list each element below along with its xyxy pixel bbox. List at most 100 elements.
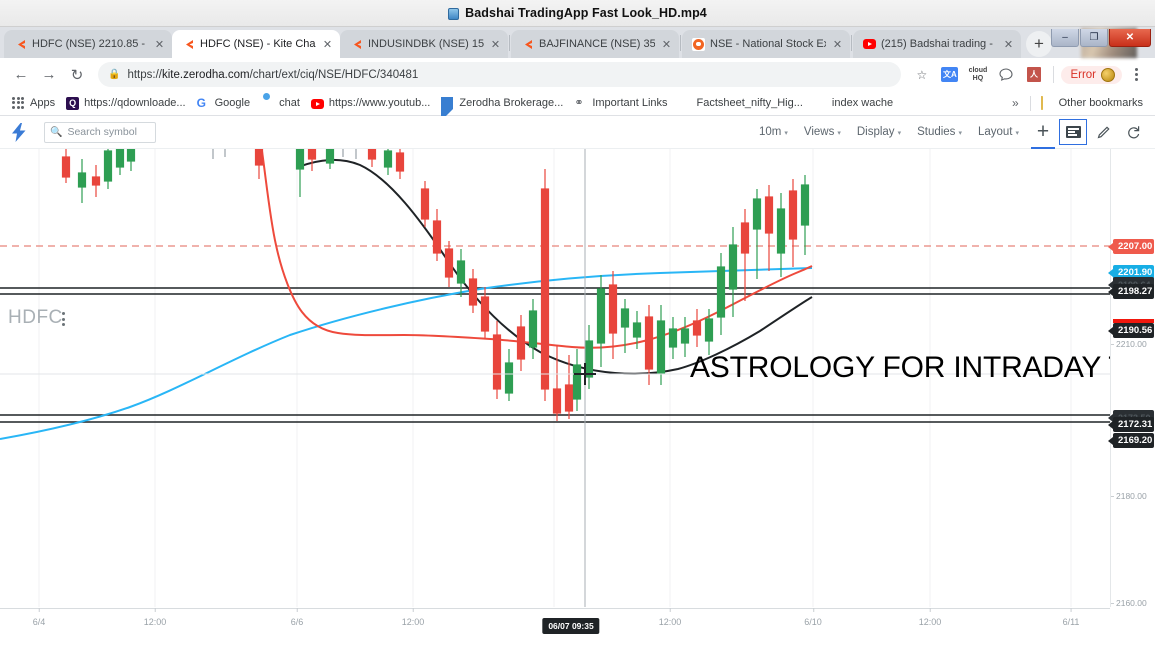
error-badge[interactable]: Error — [1061, 65, 1122, 84]
price-axis[interactable]: 2210.00 2180.00 2160.00 2150.00 2140.00 … — [1108, 149, 1155, 608]
kite-icon — [350, 38, 363, 51]
lock-icon: 🔒 — [108, 69, 121, 80]
chevron-down-icon: ▾ — [784, 130, 788, 137]
bookmark-qdownloader[interactable]: Q https://qdownloade... — [61, 95, 191, 112]
bookmark-factsheet-nifty[interactable]: Factsheet_nifty_Hig... — [674, 95, 808, 112]
interval-label: 10m — [758, 126, 782, 138]
forward-icon[interactable]: → — [41, 66, 57, 83]
bookmark-important-links[interactable]: ⚭ Important Links — [569, 95, 672, 112]
note-icon — [1065, 126, 1081, 138]
bookmark-zerodha-brokerage[interactable]: Zerodha Brokerage... — [436, 95, 568, 121]
bookmarks-overflow-icon[interactable]: » — [1011, 96, 1019, 110]
reset-chart-button[interactable] — [1119, 119, 1147, 145]
pdf-icon[interactable]: 人 — [1021, 62, 1046, 87]
browser-tab-hdfc-quote[interactable]: HDFC (NSE) 2210.85 - Ki ✕ — [4, 30, 172, 58]
time-axis[interactable]: 6/4 12:00 6/6 12:00 12:00 6/10 12:00 6/1… — [0, 608, 1110, 646]
reload-icon[interactable]: ↻ — [70, 66, 84, 84]
bookmarks-divider — [1029, 95, 1031, 111]
kite-toolbar: 🔍 Search symbol 10m ▾ Views ▾ Display ▾ … — [0, 116, 1155, 149]
minimize-button[interactable]: – — [1051, 29, 1079, 47]
browser-tab-bajfinance[interactable]: BAJFINANCE (NSE) 3509 ✕ — [511, 30, 679, 58]
browser-tab-indusindbk[interactable]: INDUSINDBK (NSE) 1553 ✕ — [340, 30, 508, 58]
tab-title: INDUSINDBK (NSE) 1553 — [368, 38, 484, 50]
tab-divider — [851, 34, 852, 51]
menu-display[interactable]: Display ▾ — [849, 119, 909, 145]
price-badge-level: 2172.31 — [1108, 417, 1154, 432]
bookmark-label: Apps — [30, 97, 56, 109]
toolbar-divider — [1053, 66, 1055, 83]
bookmark-label: index wache — [831, 97, 894, 109]
chart-area[interactable]: HDFC ASTROLOGY FOR INTRADAY TRADING 2210… — [0, 149, 1155, 646]
menu-label: Layout — [977, 126, 1013, 138]
crosshair-marker — [574, 363, 596, 385]
interval-selector[interactable]: 10m ▾ — [751, 119, 796, 145]
kite-bolt-icon[interactable] — [8, 122, 30, 142]
vertical-dots-icon[interactable] — [62, 312, 65, 326]
bookmark-label: chat — [279, 97, 300, 109]
browser-menu-icon[interactable] — [1125, 68, 1147, 81]
qdownloader-icon: Q — [66, 96, 80, 110]
browser-tab-kite-chart[interactable]: HDFC (NSE) - Kite Chart ✕ — [172, 30, 340, 58]
media-player-titlebar: Badshai TradingApp Fast Look_HD.mp4 — [0, 0, 1155, 27]
bookmark-other-bookmarks[interactable]: Other bookmarks — [1036, 95, 1148, 112]
close-icon[interactable]: ✕ — [154, 38, 165, 51]
tab-divider — [680, 34, 681, 51]
pencil-icon — [1097, 125, 1110, 138]
cloud-icon — [261, 97, 274, 110]
menu-layout[interactable]: Layout ▾ — [970, 119, 1027, 145]
bookmark-google[interactable]: G Google — [192, 95, 255, 112]
bookmark-star-icon[interactable]: ☆ — [916, 67, 928, 82]
menu-label: Views — [803, 126, 835, 138]
draw-tool-button[interactable] — [1089, 119, 1117, 145]
close-icon[interactable]: ✕ — [490, 38, 501, 51]
browser-tab-nse[interactable]: NSE - National Stock Ex ✕ — [682, 30, 850, 58]
cloudhq-icon[interactable]: cloud HQ — [968, 67, 988, 82]
tab-title: HDFC (NSE) - Kite Chart — [200, 38, 316, 50]
time-tick: 6/4 — [32, 608, 46, 627]
tab-strip: HDFC (NSE) 2210.85 - Ki ✕ HDFC (NSE) - K… — [0, 27, 1155, 58]
price-badge-level: 2198.27 — [1108, 284, 1154, 299]
bookmark-youtube[interactable]: https://www.youtub... — [306, 95, 436, 112]
maximize-button[interactable]: ❐ — [1080, 29, 1108, 47]
translate-icon[interactable]: 文A — [937, 62, 962, 87]
menu-studies[interactable]: Studies ▾ — [909, 119, 970, 145]
crosshair-time-badge: 06/07 09:35 — [542, 618, 600, 634]
close-window-button[interactable]: ✕ — [1109, 29, 1151, 47]
add-study-button[interactable]: + — [1029, 119, 1057, 149]
bookmark-label: Important Links — [592, 97, 668, 109]
close-icon[interactable]: ✕ — [661, 38, 672, 51]
bookmark-label: https://www.youtub... — [328, 97, 431, 109]
price-badge-ltp: 2201.90 — [1108, 265, 1154, 280]
tab-title: HDFC (NSE) 2210.85 - Ki — [32, 38, 148, 50]
tab-title: BAJFINANCE (NSE) 3509 — [539, 38, 655, 50]
kite-icon — [182, 38, 195, 51]
bookmark-apps[interactable]: Apps — [7, 95, 60, 112]
close-icon[interactable]: ✕ — [322, 38, 333, 51]
chat-bubble-icon[interactable] — [993, 62, 1018, 87]
menu-views[interactable]: Views ▾ — [796, 119, 849, 145]
close-icon[interactable]: ✕ — [832, 38, 843, 51]
close-icon[interactable]: ✕ — [1003, 38, 1014, 51]
kite-icon — [14, 38, 27, 51]
price-badge-level: 2190.56 — [1108, 319, 1154, 338]
tab-title: (215) Badshai trading - · — [881, 38, 997, 50]
kite-chart-app: 🔍 Search symbol 10m ▾ Views ▾ Display ▾ … — [0, 116, 1155, 646]
search-symbol-input[interactable]: 🔍 Search symbol — [44, 121, 156, 143]
notes-button[interactable] — [1059, 119, 1087, 145]
back-icon[interactable]: ← — [13, 66, 29, 83]
chevron-down-icon: ▾ — [958, 130, 962, 137]
bookmark-label: Google — [214, 97, 251, 109]
search-icon: 🔍 — [50, 126, 63, 138]
nse-icon — [692, 37, 705, 51]
price-badge-level: 2169.20 — [1108, 433, 1154, 448]
time-tick: 6/10 — [804, 608, 822, 627]
window-controls: – ❐ ✕ — [1050, 28, 1151, 48]
bookmark-chat[interactable]: chat — [256, 95, 305, 112]
address-bar[interactable]: 🔒 https://kite.zerodha.com/chart/ext/ciq… — [98, 62, 902, 87]
browser-tab-youtube[interactable]: (215) Badshai trading - · ✕ — [853, 30, 1021, 58]
bookmark-index-wache[interactable]: index wache — [809, 95, 898, 112]
kite-toolbar-right: 10m ▾ Views ▾ Display ▾ Studies ▾ Layout — [751, 119, 1147, 149]
chart-plot[interactable]: HDFC ASTROLOGY FOR INTRADAY TRADING — [0, 149, 1110, 607]
new-tab-button[interactable]: + — [1026, 31, 1052, 57]
